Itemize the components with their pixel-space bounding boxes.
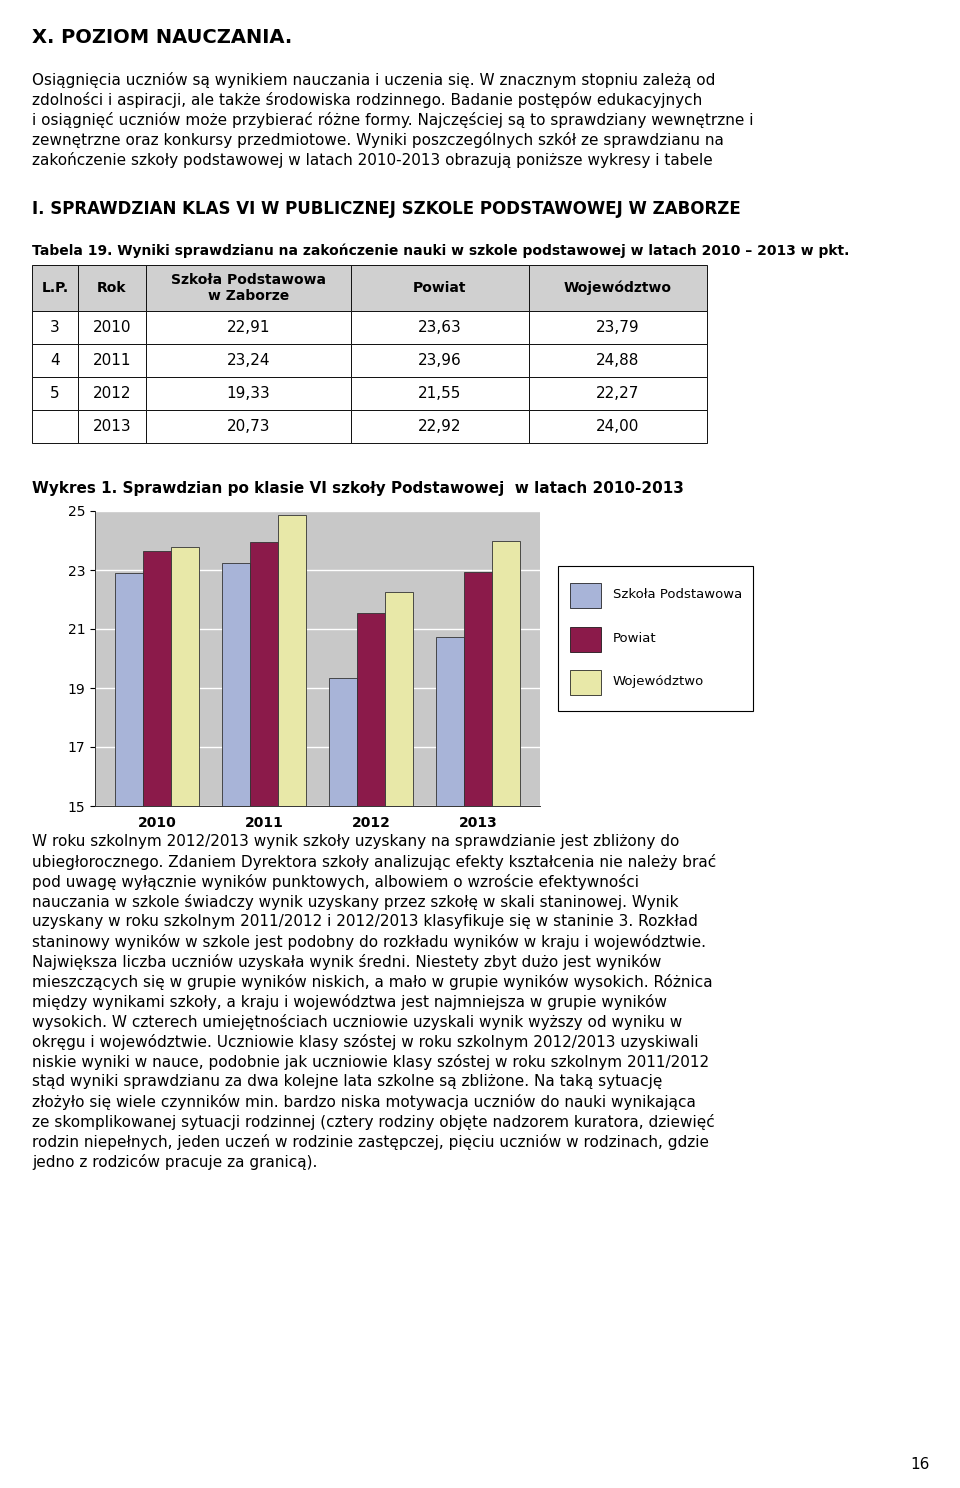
Bar xyxy=(32,311,78,344)
Text: staninowy wyników w szkole jest podobny do rozkładu wyników w kraju i województw: staninowy wyników w szkole jest podobny … xyxy=(32,934,706,949)
Bar xyxy=(143,552,171,1248)
Bar xyxy=(529,265,707,311)
Bar xyxy=(32,265,78,311)
Bar xyxy=(146,265,351,311)
Text: 24,00: 24,00 xyxy=(596,420,639,434)
Text: i osiągnięć uczniów może przybierać różne formy. Najczęściej są to sprawdziany w: i osiągnięć uczniów może przybierać różn… xyxy=(32,112,754,128)
Text: 23,63: 23,63 xyxy=(419,320,462,335)
Bar xyxy=(529,344,707,376)
Bar xyxy=(171,546,199,1248)
Bar xyxy=(385,592,413,1248)
Bar xyxy=(146,344,351,376)
Text: 3: 3 xyxy=(50,320,60,335)
Text: 23,24: 23,24 xyxy=(227,353,271,368)
Text: 2012: 2012 xyxy=(93,385,132,400)
Bar xyxy=(351,376,529,411)
Text: 2011: 2011 xyxy=(93,353,132,368)
Text: Województwo: Województwo xyxy=(564,281,672,295)
Bar xyxy=(32,411,78,443)
Text: Największa liczba uczniów uzyskała wynik średni. Niestety zbyt dużo jest wyników: Największa liczba uczniów uzyskała wynik… xyxy=(32,954,661,970)
Bar xyxy=(146,411,351,443)
Bar xyxy=(277,515,305,1248)
Text: wysokich. W czterech umiejętnościach uczniowie uzyskali wynik wyższy od wyniku w: wysokich. W czterech umiejętnościach ucz… xyxy=(32,1013,683,1030)
Text: okręgu i województwie. Uczniowie klasy szóstej w roku szkolnym 2012/2013 uzyskiw: okręgu i województwie. Uczniowie klasy s… xyxy=(32,1034,699,1051)
Text: Rok: Rok xyxy=(97,281,127,295)
Text: rodzin niepełnych, jeden uczeń w rodzinie zastępczej, pięciu uczniów w rodzinach: rodzin niepełnych, jeden uczeń w rodzini… xyxy=(32,1134,709,1150)
Text: jedno z rodziców pracuje za granicą).: jedno z rodziców pracuje za granicą). xyxy=(32,1155,318,1170)
Text: 20,73: 20,73 xyxy=(227,420,271,434)
Text: X. POZIOM NAUCZANIA.: X. POZIOM NAUCZANIA. xyxy=(32,28,292,48)
Text: Województwo: Województwo xyxy=(612,676,704,689)
Text: 23,79: 23,79 xyxy=(596,320,639,335)
Bar xyxy=(464,573,492,1248)
Bar xyxy=(78,344,146,376)
Bar xyxy=(115,573,143,1248)
Text: I. SPRAWDZIAN KLAS VI W PUBLICZNEJ SZKOLE PODSTAWOWEJ W ZABORZE: I. SPRAWDZIAN KLAS VI W PUBLICZNEJ SZKOL… xyxy=(32,199,741,219)
Bar xyxy=(529,376,707,411)
Bar xyxy=(78,265,146,311)
Text: 22,92: 22,92 xyxy=(419,420,462,434)
Text: Powiat: Powiat xyxy=(612,632,657,644)
Text: 16: 16 xyxy=(911,1457,930,1472)
Bar xyxy=(146,376,351,411)
Text: ubiegłorocznego. Zdaniem Dyrektora szkoły analizując efekty kształcenia nie nale: ubiegłorocznego. Zdaniem Dyrektora szkoł… xyxy=(32,854,716,870)
Text: nauczania w szkole świadczy wynik uzyskany przez szkołę w skali staninowej. Wyni: nauczania w szkole świadczy wynik uzyska… xyxy=(32,894,679,911)
Text: stąd wyniki sprawdzianu za dwa kolejne lata szkolne są zbliżone. Na taką sytuacj: stąd wyniki sprawdzianu za dwa kolejne l… xyxy=(32,1074,662,1089)
Text: 5: 5 xyxy=(50,385,60,400)
Text: mieszczących się w grupie wyników niskich, a mało w grupie wyników wysokich. Róż: mieszczących się w grupie wyników niskic… xyxy=(32,975,712,990)
Bar xyxy=(351,265,529,311)
Text: 24,88: 24,88 xyxy=(596,353,639,368)
Bar xyxy=(351,311,529,344)
Text: Szkoła Podstawowa
w Zaborze: Szkoła Podstawowa w Zaborze xyxy=(171,272,326,304)
Text: 19,33: 19,33 xyxy=(227,385,271,400)
Text: zakończenie szkoły podstawowej w latach 2010-2013 obrazują poniższe wykresy i ta: zakończenie szkoły podstawowej w latach … xyxy=(32,152,712,168)
Bar xyxy=(32,344,78,376)
Text: Wykres 1. Sprawdzian po klasie VI szkoły Podstawowej  w latach 2010-2013: Wykres 1. Sprawdzian po klasie VI szkoły… xyxy=(32,481,684,496)
Text: ze skomplikowanej sytuacji rodzinnej (cztery rodziny objęte nadzorem kuratora, d: ze skomplikowanej sytuacji rodzinnej (cz… xyxy=(32,1115,715,1129)
Bar xyxy=(32,376,78,411)
Text: zewnętrzne oraz konkursy przedmiotowe. Wyniki poszczególnych szkół ze sprawdzian: zewnętrzne oraz konkursy przedmiotowe. W… xyxy=(32,132,724,147)
Text: W roku szkolnym 2012/2013 wynik szkoły uzyskany na sprawdzianie jest zbliżony do: W roku szkolnym 2012/2013 wynik szkoły u… xyxy=(32,833,680,850)
Text: 23,96: 23,96 xyxy=(419,353,462,368)
Text: Tabela 19. Wyniki sprawdzianu na zakończenie nauki w szkole podstawowej w latach: Tabela 19. Wyniki sprawdzianu na zakończ… xyxy=(32,244,850,259)
Bar xyxy=(569,583,601,609)
Text: Osiągnięcia uczniów są wynikiem nauczania i uczenia się. W znacznym stopniu zale: Osiągnięcia uczniów są wynikiem nauczani… xyxy=(32,71,715,88)
Bar xyxy=(78,311,146,344)
Bar xyxy=(357,613,385,1248)
Bar xyxy=(351,344,529,376)
Text: złożyło się wiele czynników min. bardzo niska motywacja uczniów do nauki wynikaj: złożyło się wiele czynników min. bardzo … xyxy=(32,1094,696,1110)
Text: zdolności i aspiracji, ale także środowiska rodzinnego. Badanie postępów edukacy: zdolności i aspiracji, ale także środowi… xyxy=(32,92,703,109)
Text: 22,91: 22,91 xyxy=(227,320,271,335)
Bar xyxy=(223,562,250,1248)
Text: pod uwagę wyłącznie wyników punktowych, albowiem o wzroście efektywności: pod uwagę wyłącznie wyników punktowych, … xyxy=(32,873,639,890)
Text: 2010: 2010 xyxy=(93,320,132,335)
Text: 22,27: 22,27 xyxy=(596,385,639,400)
Text: L.P.: L.P. xyxy=(41,281,68,295)
Bar xyxy=(529,411,707,443)
Bar xyxy=(78,376,146,411)
Text: 21,55: 21,55 xyxy=(419,385,462,400)
Bar xyxy=(78,411,146,443)
Bar xyxy=(569,626,601,652)
Text: między wynikami szkoły, a kraju i województwa jest najmniejsza w grupie wyników: między wynikami szkoły, a kraju i wojewó… xyxy=(32,994,667,1010)
Bar xyxy=(569,671,601,695)
Text: niskie wyniki w nauce, podobnie jak uczniowie klasy szóstej w roku szkolnym 2011: niskie wyniki w nauce, podobnie jak uczn… xyxy=(32,1054,709,1070)
Text: 4: 4 xyxy=(50,353,60,368)
Bar xyxy=(146,311,351,344)
Bar xyxy=(492,540,519,1248)
Bar xyxy=(250,542,277,1248)
Text: Szkoła Podstawowa: Szkoła Podstawowa xyxy=(612,588,742,601)
Text: 2013: 2013 xyxy=(93,420,132,434)
Bar xyxy=(436,637,464,1248)
Text: Powiat: Powiat xyxy=(413,281,467,295)
Text: uzyskany w roku szkolnym 2011/2012 i 2012/2013 klasyfikuje się w staninie 3. Roz: uzyskany w roku szkolnym 2011/2012 i 201… xyxy=(32,914,698,929)
Bar xyxy=(529,311,707,344)
Bar xyxy=(351,411,529,443)
Bar xyxy=(329,679,357,1248)
